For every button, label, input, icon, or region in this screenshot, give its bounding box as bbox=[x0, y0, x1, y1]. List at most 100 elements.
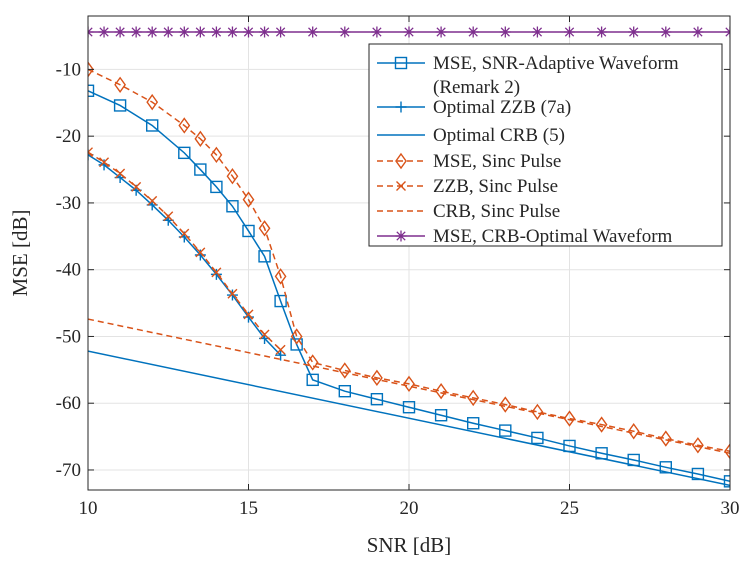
data-point bbox=[179, 228, 190, 239]
data-point bbox=[724, 443, 730, 460]
data-point bbox=[531, 26, 543, 38]
data-point bbox=[274, 268, 287, 285]
data-point bbox=[627, 423, 640, 440]
y-tick-label: -60 bbox=[56, 393, 81, 414]
legend-entry-label: Optimal CRB (5) bbox=[433, 125, 565, 146]
data-point bbox=[147, 195, 158, 206]
data-point bbox=[467, 417, 480, 430]
data-point bbox=[114, 76, 127, 93]
data-point bbox=[88, 61, 94, 78]
legend-entry-label: MSE, SNR-Adaptive Waveform bbox=[433, 53, 679, 74]
series-line bbox=[88, 154, 282, 356]
x-tick-label: 30 bbox=[721, 498, 740, 519]
data-point bbox=[210, 268, 222, 280]
legend-entry-label: Optimal ZZB (7a) bbox=[433, 97, 571, 118]
data-point bbox=[226, 26, 238, 38]
y-tick-label: -20 bbox=[56, 126, 81, 147]
data-point bbox=[275, 26, 287, 38]
data-point bbox=[114, 26, 126, 38]
y-tick-label: -50 bbox=[56, 326, 81, 347]
data-point bbox=[596, 26, 608, 38]
x-tick-label: 15 bbox=[239, 498, 258, 519]
data-point bbox=[435, 26, 447, 38]
series-2 bbox=[88, 350, 730, 487]
data-point bbox=[723, 475, 730, 488]
data-point bbox=[258, 250, 271, 263]
data-point bbox=[88, 84, 95, 97]
data-point bbox=[339, 26, 351, 38]
data-point bbox=[115, 168, 126, 179]
data-point bbox=[130, 26, 142, 38]
data-point bbox=[259, 329, 270, 340]
data-point bbox=[306, 373, 319, 387]
legend-entry-label: ZZB, Sinc Pulse bbox=[433, 176, 558, 197]
data-point bbox=[467, 389, 480, 407]
data-point bbox=[659, 430, 672, 447]
data-point bbox=[99, 157, 110, 168]
legend-swatch-marker bbox=[394, 56, 408, 70]
data-point bbox=[178, 26, 190, 38]
data-point bbox=[88, 147, 93, 158]
x-axis-label: SNR [dB] bbox=[367, 533, 452, 557]
data-point bbox=[499, 424, 512, 437]
data-point bbox=[243, 26, 254, 38]
data-point bbox=[338, 384, 351, 398]
data-point bbox=[259, 26, 271, 38]
data-point bbox=[563, 410, 576, 427]
legend: MSE, SNR-Adaptive Waveform(Remark 2)Opti… bbox=[368, 43, 723, 247]
legend-entry-label: MSE, CRB-Optimal Waveform bbox=[433, 226, 673, 247]
data-point bbox=[178, 146, 191, 160]
data-point bbox=[306, 354, 319, 371]
data-point bbox=[243, 309, 254, 320]
series-1 bbox=[88, 149, 287, 361]
data-point bbox=[307, 26, 319, 38]
x-tick-label: 10 bbox=[79, 498, 98, 519]
data-point bbox=[467, 26, 479, 38]
legend-entry-label: CRB, Sinc Pulse bbox=[433, 201, 560, 222]
series-layer bbox=[88, 26, 730, 488]
data-point bbox=[275, 344, 286, 355]
data-point bbox=[131, 181, 142, 192]
data-point bbox=[162, 26, 174, 38]
data-point bbox=[499, 396, 512, 413]
data-point bbox=[403, 375, 415, 393]
data-point bbox=[210, 146, 223, 164]
legend-entry-label-line2: (Remark 2) bbox=[433, 77, 520, 98]
series-line bbox=[88, 68, 730, 453]
data-point bbox=[210, 26, 222, 38]
y-tick-label: -30 bbox=[56, 193, 81, 214]
data-point bbox=[434, 409, 448, 422]
data-point bbox=[258, 220, 271, 237]
data-point bbox=[211, 267, 222, 278]
data-point bbox=[499, 26, 511, 38]
data-point bbox=[531, 403, 544, 421]
data-point bbox=[595, 416, 608, 433]
data-point bbox=[370, 393, 384, 406]
data-point bbox=[691, 467, 705, 481]
data-point bbox=[226, 200, 239, 213]
data-point bbox=[195, 247, 206, 258]
data-point bbox=[145, 119, 159, 132]
data-point bbox=[227, 288, 238, 299]
data-point bbox=[243, 311, 254, 323]
data-point bbox=[194, 163, 207, 176]
y-tick-label: -10 bbox=[56, 59, 81, 80]
data-point bbox=[403, 26, 415, 38]
data-point bbox=[178, 117, 191, 134]
data-point bbox=[242, 191, 255, 208]
legend-swatch-marker bbox=[395, 230, 407, 242]
legend-swatch-marker bbox=[395, 152, 407, 170]
data-point bbox=[660, 26, 672, 38]
series-line bbox=[88, 90, 730, 483]
series-4 bbox=[88, 147, 286, 355]
data-point bbox=[290, 328, 303, 345]
data-point bbox=[628, 26, 640, 38]
data-point bbox=[194, 130, 207, 148]
data-point bbox=[242, 224, 255, 238]
series-6 bbox=[88, 26, 730, 38]
legend-swatch-marker bbox=[395, 101, 407, 113]
data-point bbox=[275, 349, 287, 361]
data-point bbox=[435, 382, 448, 400]
data-point bbox=[274, 294, 287, 308]
legend-swatch-marker bbox=[396, 181, 406, 191]
